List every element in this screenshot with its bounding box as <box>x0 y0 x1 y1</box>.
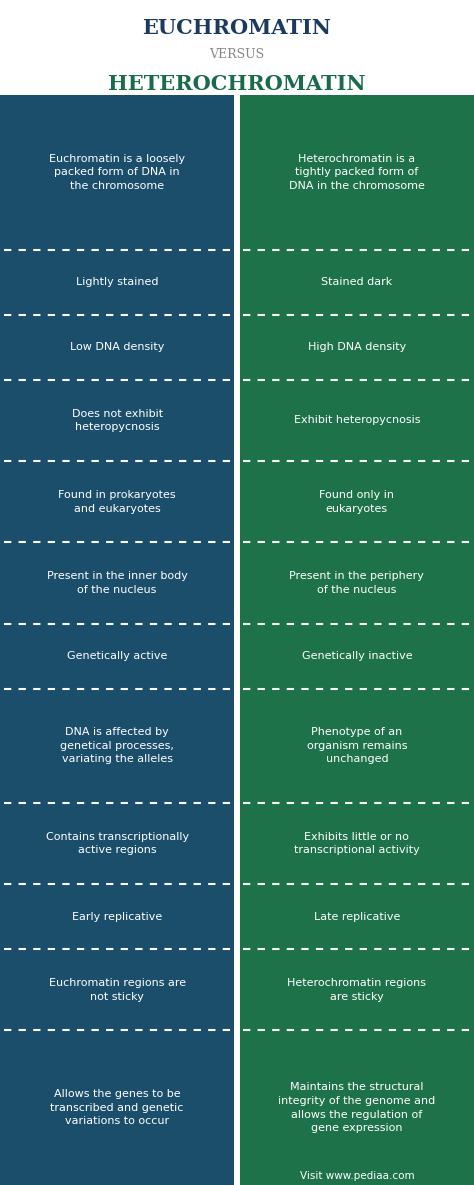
Text: Genetically active: Genetically active <box>67 652 167 661</box>
Bar <box>0 543 234 623</box>
Bar <box>240 1031 474 1185</box>
Bar <box>0 949 234 1031</box>
Bar <box>0 461 234 543</box>
Text: Found in prokaryotes
and eukaryotes: Found in prokaryotes and eukaryotes <box>58 489 176 513</box>
Bar <box>240 379 474 461</box>
Bar <box>0 379 234 461</box>
Text: Found only in
eukaryotes: Found only in eukaryotes <box>319 489 394 513</box>
Text: Stained dark: Stained dark <box>321 277 392 287</box>
Text: Early replicative: Early replicative <box>72 911 162 922</box>
Bar <box>0 315 234 379</box>
Text: Exhibit heteropycnosis: Exhibit heteropycnosis <box>293 416 420 425</box>
Text: Heterochromatin is a
tightly packed form of
DNA in the chromosome: Heterochromatin is a tightly packed form… <box>289 154 425 191</box>
Text: Lightly stained: Lightly stained <box>76 277 158 287</box>
Text: Allows the genes to be
transcribed and genetic
variations to occur: Allows the genes to be transcribed and g… <box>50 1089 184 1126</box>
Bar <box>0 884 234 949</box>
Text: Present in the inner body
of the nucleus: Present in the inner body of the nucleus <box>46 571 188 595</box>
Bar <box>240 461 474 543</box>
Text: Euchromatin regions are
not sticky: Euchromatin regions are not sticky <box>48 978 186 1001</box>
Text: EUCHROMATIN: EUCHROMATIN <box>143 18 331 38</box>
Bar <box>240 543 474 623</box>
Text: HETEROCHROMATIN: HETEROCHROMATIN <box>108 73 366 94</box>
Text: Present in the periphery
of the nucleus: Present in the periphery of the nucleus <box>290 571 424 595</box>
Text: VERSUS: VERSUS <box>210 49 264 60</box>
Bar <box>240 884 474 949</box>
Text: Exhibits little or no
transcriptional activity: Exhibits little or no transcriptional ac… <box>294 832 420 856</box>
Bar <box>0 1031 234 1185</box>
Bar <box>240 949 474 1031</box>
Bar <box>240 623 474 688</box>
Bar <box>0 95 234 250</box>
Bar <box>240 688 474 802</box>
Bar <box>0 623 234 688</box>
Bar <box>0 688 234 802</box>
Text: High DNA density: High DNA density <box>308 342 406 352</box>
Text: Maintains the structural
integrity of the genome and
allows the regulation of
ge: Maintains the structural integrity of th… <box>278 1082 436 1133</box>
Bar <box>240 802 474 884</box>
Text: Genetically inactive: Genetically inactive <box>301 652 412 661</box>
Text: Euchromatin is a loosely
packed form of DNA in
the chromosome: Euchromatin is a loosely packed form of … <box>49 154 185 191</box>
Bar <box>0 802 234 884</box>
Bar <box>240 250 474 315</box>
Bar <box>240 315 474 379</box>
Bar <box>240 95 474 250</box>
Bar <box>0 250 234 315</box>
Text: Visit www.pediaa.com: Visit www.pediaa.com <box>300 1171 414 1181</box>
Text: Does not exhibit
heteropycnosis: Does not exhibit heteropycnosis <box>72 409 163 433</box>
Text: Late replicative: Late replicative <box>314 911 400 922</box>
Text: Phenotype of an
organism remains
unchanged: Phenotype of an organism remains unchang… <box>307 728 407 764</box>
Text: Contains transcriptionally
active regions: Contains transcriptionally active region… <box>46 832 189 856</box>
Text: Heterochromatin regions
are sticky: Heterochromatin regions are sticky <box>287 978 427 1001</box>
Text: DNA is affected by
genetical processes,
variating the alleles: DNA is affected by genetical processes, … <box>60 728 174 764</box>
Text: Low DNA density: Low DNA density <box>70 342 164 352</box>
